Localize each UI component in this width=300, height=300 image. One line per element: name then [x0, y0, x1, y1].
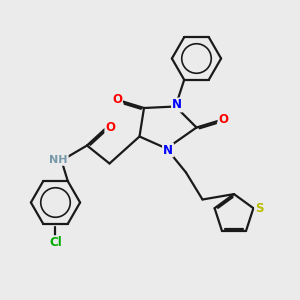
Text: NH: NH — [49, 155, 68, 165]
Text: O: O — [112, 93, 122, 106]
Text: O: O — [218, 113, 229, 126]
Text: O: O — [105, 121, 116, 134]
Text: S: S — [255, 202, 264, 215]
Text: N: N — [172, 98, 182, 112]
Text: Cl: Cl — [49, 236, 62, 249]
Text: N: N — [163, 143, 173, 157]
